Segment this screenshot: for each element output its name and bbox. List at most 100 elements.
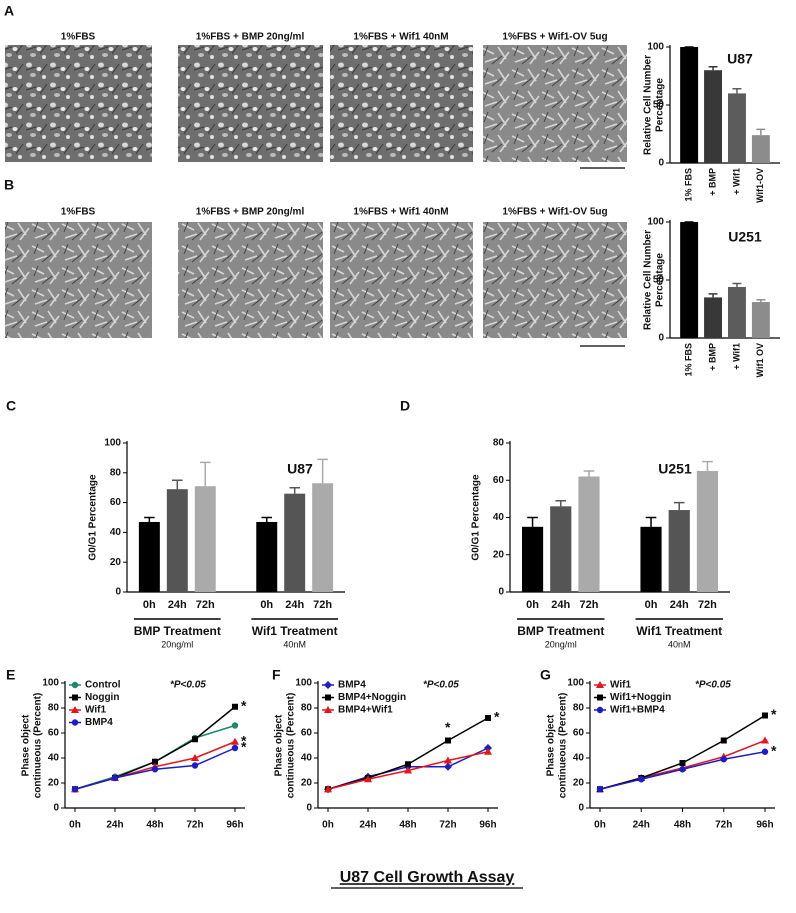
panel-label: A <box>4 3 14 19</box>
marker <box>232 703 238 710</box>
marker <box>191 754 199 761</box>
marker <box>761 736 769 744</box>
error-bar <box>673 501 685 511</box>
y-tick-label: 80 <box>301 703 313 714</box>
x-tick-label: 72h <box>196 599 215 611</box>
marker <box>364 775 372 783</box>
significance-star: * <box>494 709 500 725</box>
marker <box>596 681 604 688</box>
micrograph <box>330 45 473 162</box>
y-tick-label: 80 <box>48 703 60 714</box>
panel-label: F <box>272 667 281 683</box>
marker <box>71 706 79 713</box>
x-tick-label: 24h <box>285 599 304 611</box>
error-bar <box>200 461 211 487</box>
marker <box>111 774 119 782</box>
y-tick-label: 0 <box>578 803 584 814</box>
legend-label: BMP4 <box>338 680 366 691</box>
marker <box>445 737 451 744</box>
y-tick-label: 0 <box>53 803 59 814</box>
marker <box>231 722 239 729</box>
caption: 1%FBS + BMP 20ng/ml <box>196 32 305 43</box>
micrograph <box>483 45 627 162</box>
bar <box>284 493 306 592</box>
x-tick-label: 96h <box>756 820 773 831</box>
marker <box>151 766 159 773</box>
annotation: *P<0.05 <box>423 680 459 691</box>
y-axis-label: G0/G1 Percentage <box>88 474 99 561</box>
bar <box>312 483 334 592</box>
series-line <box>599 714 766 790</box>
y-tick-label: 0 <box>658 333 664 344</box>
group-label: BMP Treatment <box>134 624 221 638</box>
legend-label: Wif1 <box>85 705 106 716</box>
significance-star: * <box>445 719 451 735</box>
y-tick-label: 20 <box>48 778 60 789</box>
x-tick-label: 0h <box>143 599 156 611</box>
bar <box>166 489 188 592</box>
significance-star: * <box>241 739 247 755</box>
marker <box>679 760 686 766</box>
x-tick-label: + Wif1 <box>731 343 741 370</box>
y-tick-label: 0 <box>306 803 312 814</box>
x-tick-label: 0h <box>322 820 334 831</box>
bar <box>751 302 770 338</box>
legend-label: Wif1 <box>610 680 631 691</box>
micrograph <box>5 222 152 338</box>
error-bar <box>583 470 595 477</box>
bar <box>680 47 699 163</box>
bar <box>680 222 699 338</box>
series-line <box>327 717 489 790</box>
bar <box>578 476 600 592</box>
marker <box>485 715 491 721</box>
marker <box>484 747 492 755</box>
panel-label: C <box>6 398 16 414</box>
bar <box>550 506 572 592</box>
legend-label: Wif1+Noggin <box>610 692 671 703</box>
caption: 1%FBS <box>61 207 96 218</box>
y-tick-label: 0 <box>115 587 121 598</box>
x-tick-label: 24h <box>359 820 376 831</box>
x-tick-label: 0h <box>526 599 539 611</box>
x-tick-label: 0h <box>645 599 658 611</box>
error-bar <box>708 65 718 71</box>
error-bar <box>756 128 766 136</box>
annotation: *P<0.05 <box>170 680 206 691</box>
y-tick-label: 0 <box>498 587 504 598</box>
marker <box>191 762 199 769</box>
series-line <box>74 724 236 790</box>
x-tick-label: 72h <box>698 599 717 611</box>
x-tick-label: 1% FBS <box>684 343 694 377</box>
y-tick-label: 60 <box>301 728 313 739</box>
group-sublabel: 20ng/ml <box>545 639 577 649</box>
error-bar <box>645 516 657 527</box>
marker <box>71 786 79 793</box>
y-tick-label: 50 <box>653 275 665 286</box>
bar <box>704 70 723 163</box>
micrographs-a <box>5 45 627 169</box>
micrograph <box>5 45 152 162</box>
y-tick-label: 80 <box>493 438 505 449</box>
x-tick-label: + Wif1 <box>731 168 741 195</box>
y-axis-label: Percentage <box>655 253 666 307</box>
error-bar <box>555 499 567 507</box>
marker <box>720 756 727 763</box>
y-tick-label: 0 <box>658 158 664 169</box>
legend-label: Noggin <box>85 692 119 703</box>
group-sublabel: 40nM <box>668 639 691 649</box>
footer-title: U87 Cell Growth Assay <box>340 869 515 886</box>
legend-label: Control <box>85 680 121 691</box>
x-tick-label: 48h <box>674 820 691 831</box>
y-axis-label: Relative Cell Number <box>643 230 654 330</box>
x-tick-label: 24h <box>551 599 570 611</box>
marker <box>597 694 603 701</box>
micrograph <box>330 222 473 338</box>
y-tick-label: 80 <box>573 703 585 714</box>
bar <box>194 486 216 592</box>
x-tick-label: 96h <box>226 820 243 831</box>
significance-star: * <box>771 742 777 758</box>
significance-star: * <box>241 732 247 748</box>
bar <box>727 93 746 163</box>
x-tick-label: 24h <box>168 599 187 611</box>
